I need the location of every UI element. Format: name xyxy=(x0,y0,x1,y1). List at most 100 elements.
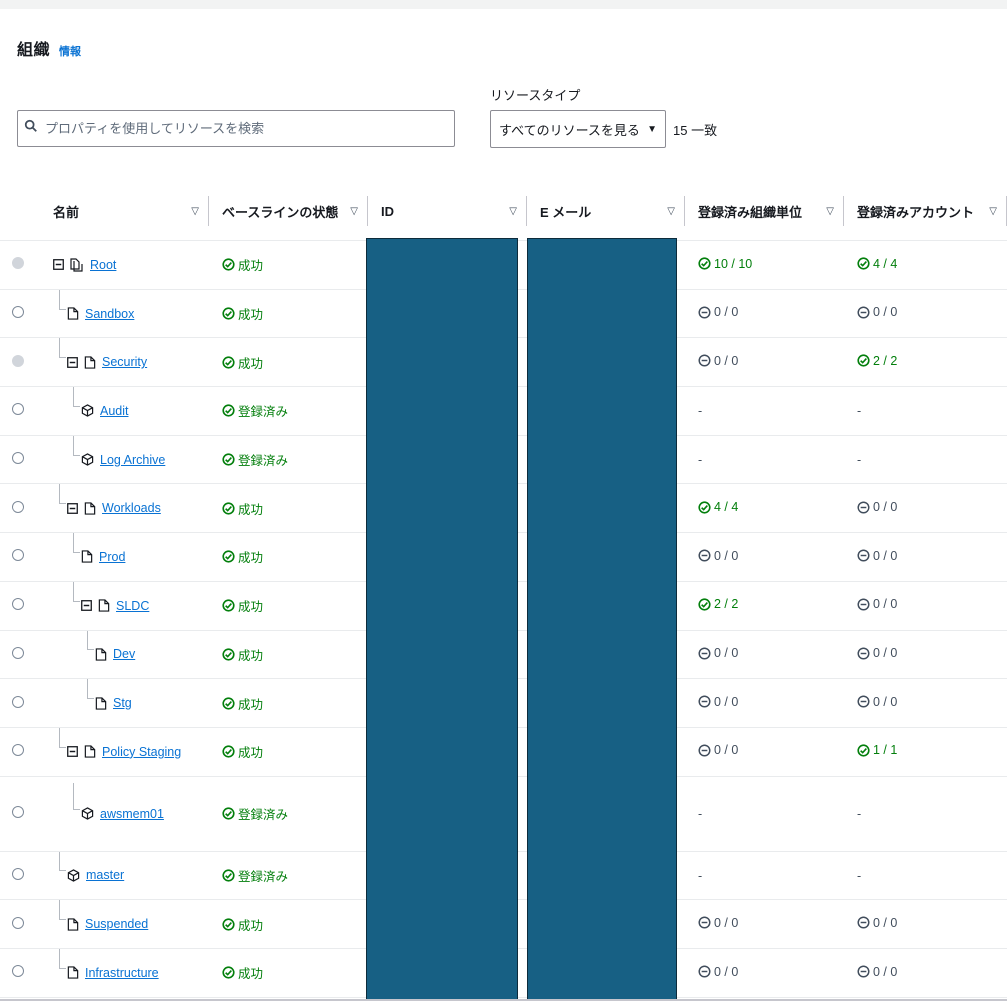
row-radio[interactable] xyxy=(12,403,24,416)
row-radio[interactable] xyxy=(12,965,24,978)
sort-icon[interactable]: ▽ xyxy=(350,205,358,217)
search-input[interactable] xyxy=(43,120,447,137)
baseline-status: 成功 xyxy=(222,255,263,274)
collapse-icon[interactable] xyxy=(53,259,64,271)
header-id[interactable]: ID ▽ xyxy=(368,182,527,241)
name-cell: Log Archive xyxy=(40,435,209,485)
resource-name-link[interactable]: Sandbox xyxy=(85,306,135,321)
row-radio[interactable] xyxy=(12,598,24,611)
header-registered-accounts-label: 登録済みアカウント xyxy=(857,204,975,220)
collapse-icon[interactable] xyxy=(67,356,78,368)
status-success: 2 / 2 xyxy=(698,597,738,611)
header-registered-ous[interactable]: 登録済み組織単位 ▽ xyxy=(685,182,844,241)
tree-guide xyxy=(73,532,80,553)
row-radio[interactable] xyxy=(12,306,24,319)
check-circle-icon xyxy=(222,356,238,369)
resource-name-link[interactable]: Stg xyxy=(113,696,132,711)
row-radio[interactable] xyxy=(12,806,24,819)
collapse-icon[interactable] xyxy=(81,600,92,612)
collapse-icon[interactable] xyxy=(67,746,78,758)
status-none: 0 / 0 xyxy=(698,743,738,757)
row-radio[interactable] xyxy=(12,500,24,513)
check-circle-icon xyxy=(222,918,238,931)
resource-name-link[interactable]: Security xyxy=(102,355,148,370)
sort-icon[interactable]: ▽ xyxy=(826,205,834,217)
status-none: 0 / 0 xyxy=(857,916,897,930)
search-box[interactable] xyxy=(17,110,455,147)
minus-circle-icon xyxy=(857,549,873,562)
baseline-cell: 成功 xyxy=(209,581,368,631)
header-name[interactable]: 名前 ▽ xyxy=(40,182,209,241)
sort-icon[interactable]: ▽ xyxy=(667,205,675,217)
registered-ous-cell: 0 / 0 xyxy=(685,678,844,728)
registered-accounts-cell: - xyxy=(844,435,1007,485)
status-value: 0 / 0 xyxy=(714,964,739,979)
resource-name-link[interactable]: Policy Staging xyxy=(102,744,182,759)
status-value: 0 / 0 xyxy=(873,915,898,930)
id-redaction xyxy=(366,238,518,1000)
folder-icon xyxy=(81,550,93,564)
resource-name-link[interactable]: Infrastructure xyxy=(85,965,159,980)
baseline-text: 登録済み xyxy=(238,454,289,469)
select-cell xyxy=(0,289,40,339)
status-success: 4 / 4 xyxy=(698,500,738,514)
tree-guide xyxy=(59,899,66,921)
resource-name-link[interactable]: SLDC xyxy=(116,598,150,613)
account-icon xyxy=(81,404,94,418)
baseline-cell: 登録済み xyxy=(209,435,368,485)
info-link[interactable]: 情報 xyxy=(59,46,82,58)
status-none: 0 / 0 xyxy=(857,597,897,611)
empty-value: - xyxy=(857,807,862,822)
baseline-cell: 成功 xyxy=(209,727,368,777)
resource-name-link[interactable]: Audit xyxy=(100,403,129,418)
baseline-status: 成功 xyxy=(222,547,263,566)
header-registered-accounts[interactable]: 登録済みアカウント ▽ xyxy=(844,182,1007,241)
row-radio[interactable] xyxy=(12,452,24,465)
name-cell: Audit xyxy=(40,386,209,436)
resource-name-link[interactable]: Root xyxy=(90,257,117,272)
baseline-text: 成功 xyxy=(238,308,264,323)
resource-name-link[interactable]: master xyxy=(86,868,125,883)
resource-name-link[interactable]: Workloads xyxy=(102,501,161,516)
resource-name-link[interactable]: Dev xyxy=(113,647,136,662)
header-baseline[interactable]: ベースラインの状態 ▽ xyxy=(209,182,368,241)
status-value: 0 / 0 xyxy=(873,548,898,563)
resource-name-link[interactable]: Log Archive xyxy=(100,452,166,467)
sort-icon[interactable]: ▽ xyxy=(989,205,997,217)
select-cell xyxy=(0,337,40,388)
row-radio[interactable] xyxy=(12,549,24,562)
empty-value: - xyxy=(857,404,862,419)
sort-icon[interactable]: ▽ xyxy=(509,205,517,217)
baseline-text: 成功 xyxy=(238,502,264,517)
tree-guide xyxy=(73,386,80,407)
header-id-label: ID xyxy=(381,203,394,219)
registered-accounts-cell: - xyxy=(844,851,1007,901)
baseline-status: 登録済み xyxy=(222,450,288,469)
baseline-status: 登録済み xyxy=(222,804,288,823)
tree-guide xyxy=(59,727,66,748)
check-circle-icon xyxy=(222,453,238,466)
resource-name-link[interactable]: Suspended xyxy=(85,917,149,932)
resource-type-label: リソースタイプ xyxy=(490,88,581,103)
row-radio[interactable] xyxy=(12,646,24,659)
status-value: 0 / 0 xyxy=(873,694,898,709)
tree-guide xyxy=(59,948,66,969)
name-cell: Security xyxy=(40,337,209,388)
resource-name-link[interactable]: Prod xyxy=(99,549,126,564)
resource-type-select[interactable]: すべてのリソースを見る ▼ xyxy=(490,110,666,148)
header-registered-ous-label: 登録済み組織単位 xyxy=(698,204,803,220)
row-radio[interactable] xyxy=(12,695,24,708)
header-email[interactable]: E メール ▽ xyxy=(527,182,685,241)
status-value: 0 / 0 xyxy=(714,915,739,930)
collapse-icon[interactable] xyxy=(67,502,78,514)
resource-name-link[interactable]: awsmem01 xyxy=(100,806,164,821)
folder-icon xyxy=(67,966,79,979)
row-radio[interactable] xyxy=(12,916,24,929)
header-baseline-label: ベースラインの状態 xyxy=(222,204,339,220)
sort-icon[interactable]: ▽ xyxy=(191,205,199,217)
baseline-status: 登録済み xyxy=(222,866,288,885)
row-radio[interactable] xyxy=(12,867,24,880)
table-row[interactable]: Root 成功 10 / 10 4 / 4 xyxy=(0,240,1007,290)
row-radio[interactable] xyxy=(12,744,24,757)
baseline-status: 成功 xyxy=(222,499,263,518)
